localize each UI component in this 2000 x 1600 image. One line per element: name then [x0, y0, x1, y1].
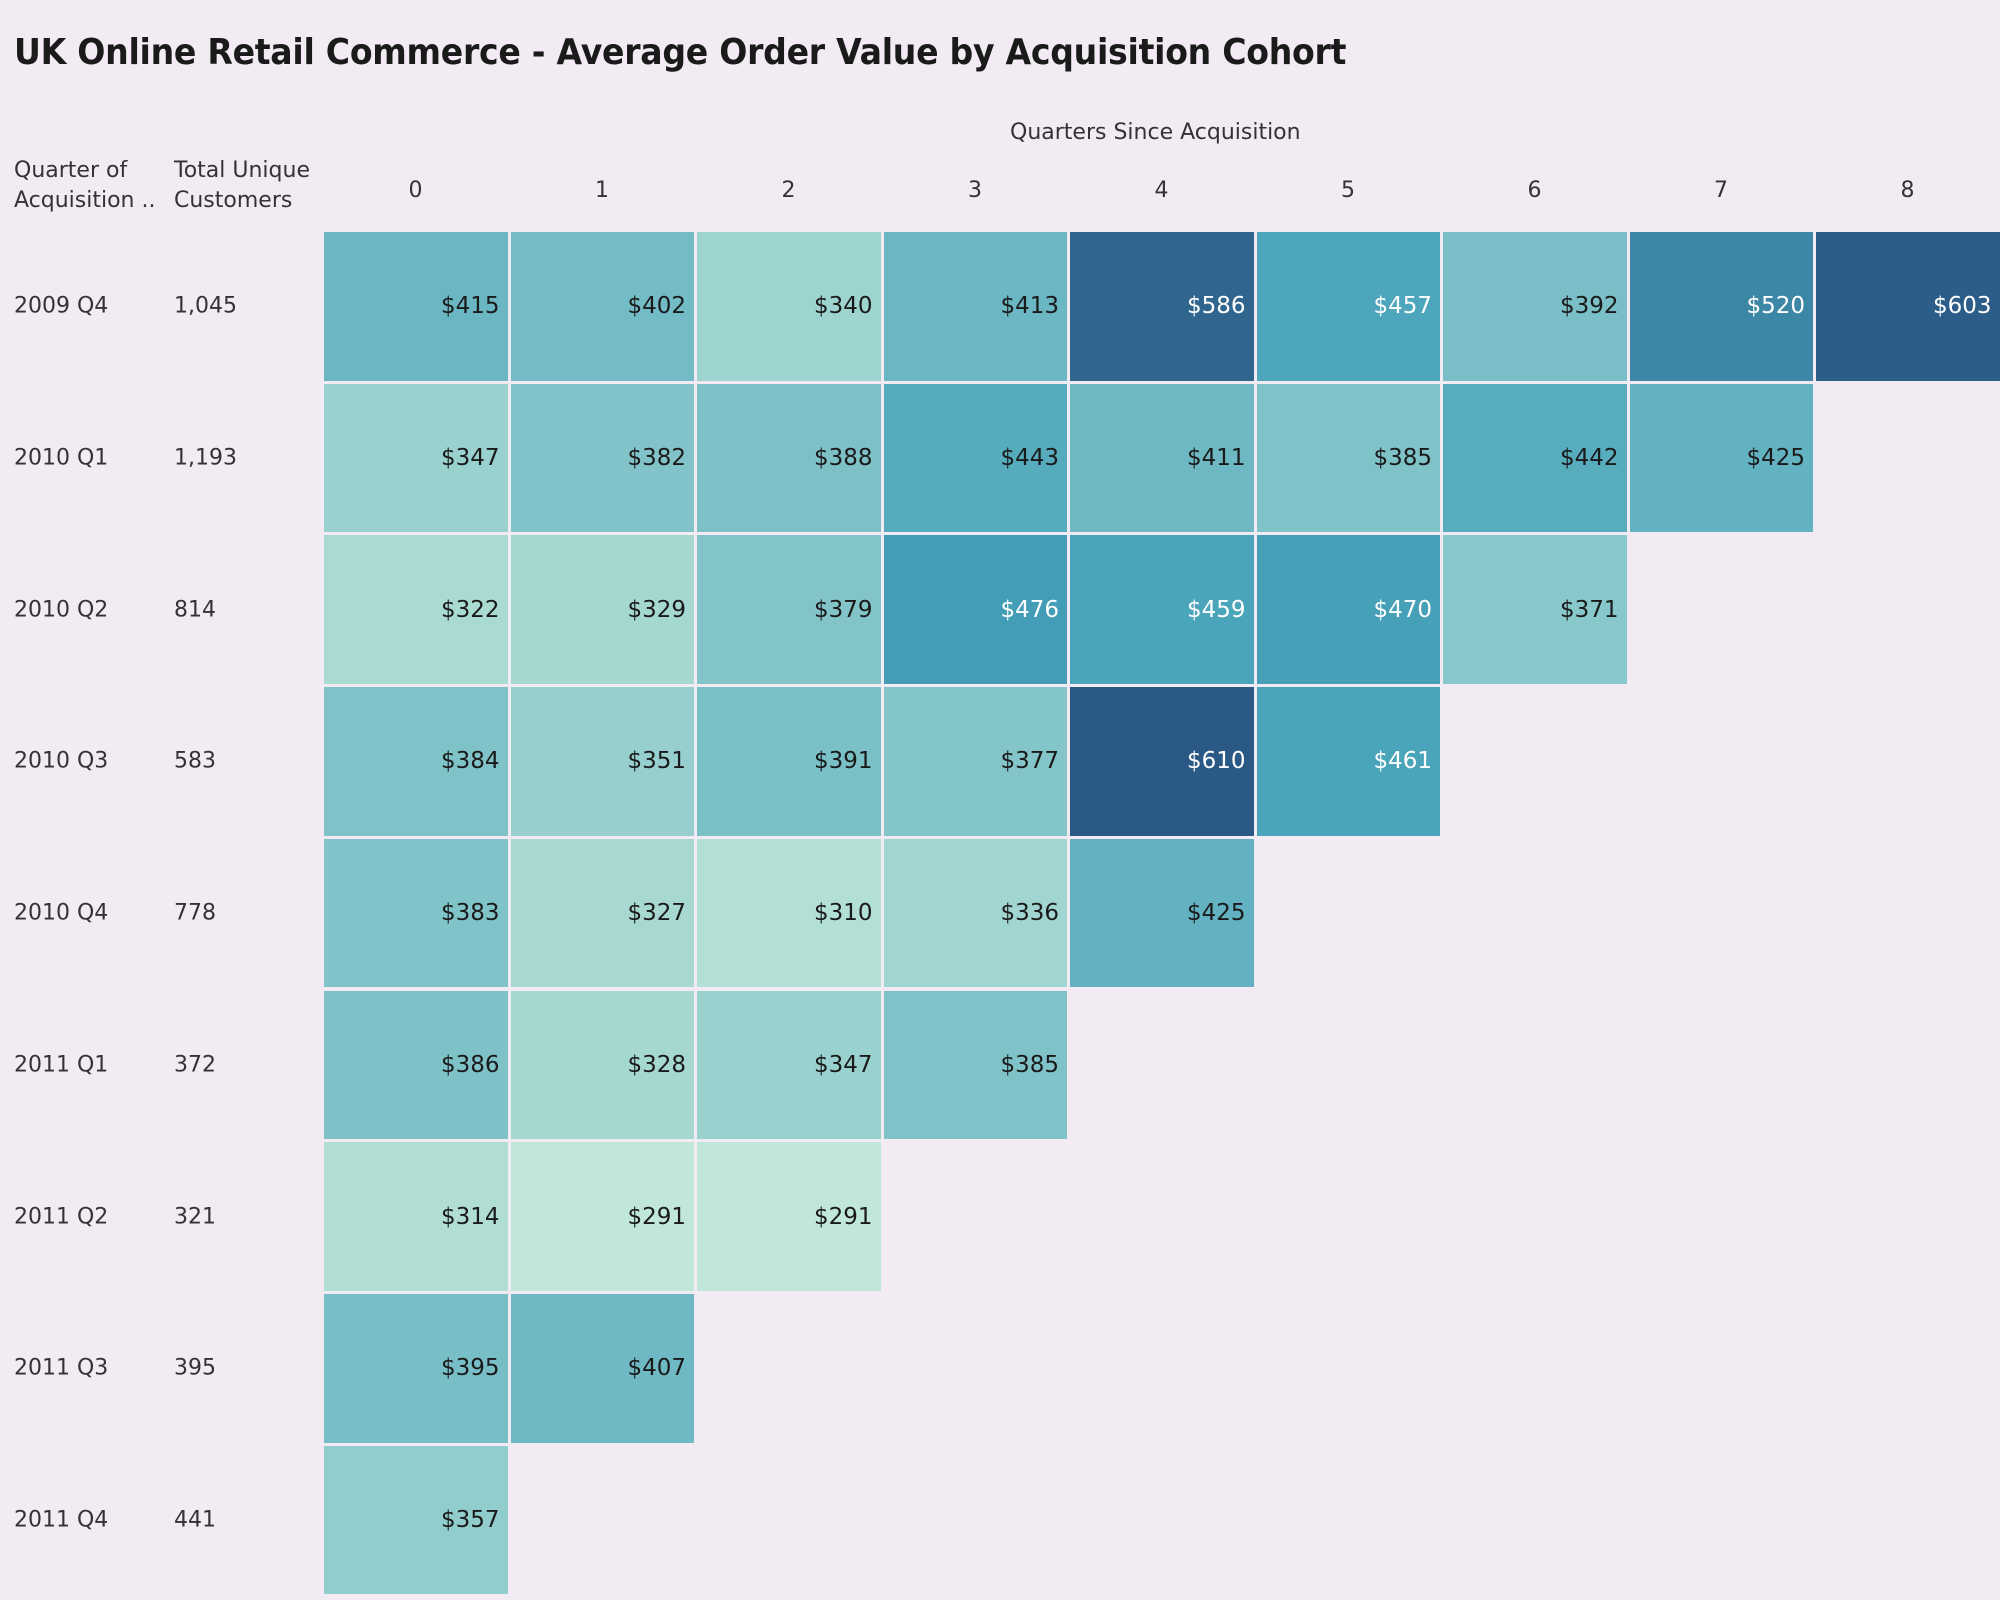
heatmap-cell: $327 — [510, 838, 694, 988]
heatmap-cell: $382 — [510, 383, 694, 533]
customer-count: 1,193 — [174, 445, 237, 471]
cohort-label: 2010 Q2 — [14, 597, 109, 623]
customers-header-line1: Total Unique — [174, 158, 310, 183]
x-axis-title: Quarters Since Acquisition — [1010, 120, 1301, 145]
heatmap-cell: $413 — [883, 232, 1067, 381]
heatmap-cell: $586 — [1070, 232, 1254, 381]
heatmap-cell: $415 — [324, 232, 508, 381]
x-tick-label: 4 — [1154, 178, 1169, 203]
cohort-header-line1: Quarter of — [14, 158, 128, 183]
cohort-label: 2011 Q2 — [14, 1204, 109, 1230]
customer-count: 395 — [174, 1355, 216, 1381]
customer-count: 814 — [174, 597, 216, 623]
heatmap-cell: $328 — [510, 990, 694, 1140]
heatmap-cell: $603 — [1816, 232, 2000, 381]
heatmap-cell: $314 — [324, 1142, 508, 1291]
heatmap-cell: $425 — [1629, 383, 1813, 533]
heatmap-cell: $379 — [697, 535, 881, 685]
cohort-label: 2010 Q3 — [14, 748, 109, 774]
heatmap-cell: $461 — [1256, 687, 1440, 836]
cohort-label: 2011 Q4 — [14, 1507, 109, 1533]
heatmap-cell: $347 — [697, 990, 881, 1140]
x-tick-label: 2 — [781, 178, 796, 203]
heatmap-cell: $386 — [324, 990, 508, 1140]
customer-count: 1,045 — [174, 293, 237, 319]
heatmap-cell: $322 — [324, 535, 508, 685]
heatmap-cell: $329 — [510, 535, 694, 685]
cohort-label: 2011 Q1 — [14, 1052, 109, 1078]
x-tick-label: 8 — [1900, 178, 1915, 203]
customer-count: 372 — [174, 1052, 216, 1078]
heatmap-cell: $384 — [324, 687, 508, 836]
heatmap-cell: $310 — [697, 838, 881, 988]
customer-count: 583 — [174, 748, 216, 774]
heatmap-cell: $391 — [697, 687, 881, 836]
heatmap-cell: $388 — [697, 383, 881, 533]
x-tick-label: 1 — [595, 178, 609, 203]
chart-title: UK Online Retail Commerce - Average Orde… — [14, 32, 1347, 73]
heatmap-cell: $357 — [324, 1445, 508, 1595]
heatmap-cell: $457 — [1256, 232, 1440, 381]
customers-column-header: Total Unique Customers — [174, 156, 310, 216]
x-tick-label: 7 — [1714, 178, 1728, 203]
x-tick-label: 5 — [1341, 178, 1355, 203]
x-tick-label: 3 — [968, 178, 982, 203]
heatmap-cell: $291 — [697, 1142, 881, 1291]
x-tick-label: 6 — [1527, 178, 1542, 203]
heatmap-cell: $407 — [510, 1293, 694, 1443]
heatmap-cell: $371 — [1443, 535, 1627, 685]
heatmap-cell: $459 — [1070, 535, 1254, 685]
heatmap-cell: $470 — [1256, 535, 1440, 685]
heatmap-cell: $392 — [1443, 232, 1627, 381]
heatmap-cell: $610 — [1070, 687, 1254, 836]
heatmap-cell: $476 — [883, 535, 1067, 685]
cohort-header-line2: Acquisition .. — [14, 188, 156, 213]
cohort-label: 2011 Q3 — [14, 1355, 109, 1381]
x-tick-label: 0 — [408, 178, 423, 203]
customer-count: 441 — [174, 1507, 216, 1533]
customer-count: 321 — [174, 1204, 216, 1230]
cohort-column-header: Quarter of Acquisition .. — [14, 156, 155, 216]
heatmap-cell: $442 — [1443, 383, 1627, 533]
heatmap-cell: $291 — [510, 1142, 694, 1291]
heatmap-cell: $383 — [324, 838, 508, 988]
heatmap-cell: $443 — [883, 383, 1067, 533]
heatmap-cell: $351 — [510, 687, 694, 836]
heatmap-cell: $402 — [510, 232, 694, 381]
cohort-label: 2010 Q1 — [14, 445, 109, 471]
customers-header-line2: Customers — [174, 188, 293, 213]
cohort-label: 2010 Q4 — [14, 900, 109, 926]
heatmap-cell: $425 — [1070, 838, 1254, 988]
heatmap-cell: $385 — [1256, 383, 1440, 533]
customer-count: 778 — [174, 900, 216, 926]
heatmap-cell: $411 — [1070, 383, 1254, 533]
heatmap-cell: $395 — [324, 1293, 508, 1443]
heatmap-cell: $385 — [883, 990, 1067, 1140]
heatmap-cell: $336 — [883, 838, 1067, 988]
heatmap-cell: $340 — [697, 232, 881, 381]
heatmap-cell: $520 — [1629, 232, 1813, 381]
heatmap-cell: $347 — [324, 383, 508, 533]
cohort-label: 2009 Q4 — [14, 293, 109, 319]
heatmap-cell: $377 — [883, 687, 1067, 836]
